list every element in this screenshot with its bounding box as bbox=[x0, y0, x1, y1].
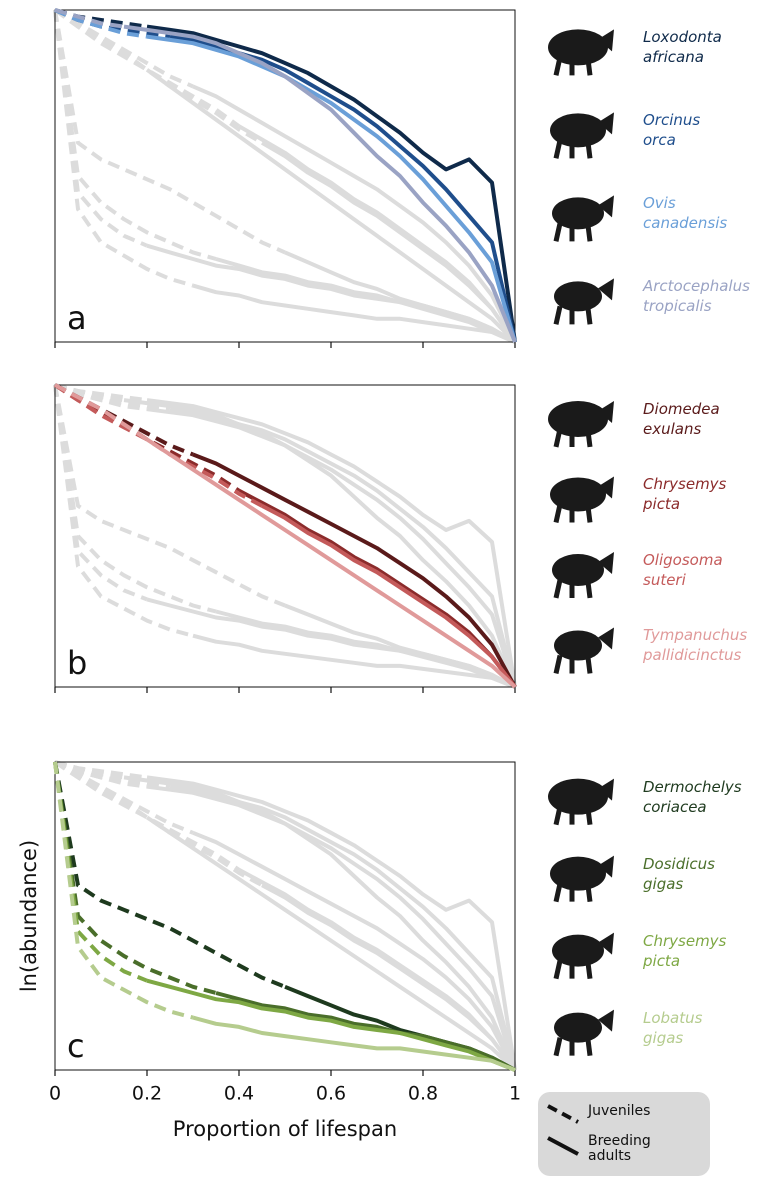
context-line-juvenile bbox=[55, 385, 216, 612]
species-name: Lobatus gigas bbox=[643, 1008, 702, 1048]
legend-adults: Breeding adults bbox=[588, 1134, 651, 1164]
species-name: Loxodonta africana bbox=[643, 27, 722, 67]
species-icon bbox=[548, 29, 614, 75]
x-tick-label: 0.2 bbox=[132, 1083, 162, 1105]
survival-line-juvenile bbox=[55, 762, 216, 993]
species-icon bbox=[550, 112, 614, 158]
species-name: Tympanuchus pallidicinctus bbox=[643, 625, 747, 665]
species-name: Chrysemys picta bbox=[643, 931, 726, 971]
context-line-juvenile bbox=[55, 762, 124, 777]
context-line-juvenile bbox=[55, 385, 124, 400]
x-axis-label: Proportion of lifespan bbox=[173, 1117, 397, 1141]
survival-line-juvenile bbox=[55, 762, 147, 981]
species-name: Oligosoma suteri bbox=[643, 550, 723, 590]
species-name: Dosidicus gigas bbox=[643, 854, 715, 894]
species-icon bbox=[552, 933, 614, 979]
species-name: Ovis canadensis bbox=[643, 193, 727, 233]
species-icon bbox=[550, 476, 614, 522]
x-tick-label: 0.4 bbox=[224, 1083, 254, 1105]
survival-line-juvenile bbox=[55, 10, 124, 27]
page: a b 0 0.2 0.4 0.6 0.8 1 c Proportion of lifespan l… bbox=[0, 0, 764, 1179]
species-name: Arctocephalus tropicalis bbox=[643, 276, 750, 316]
plot-frame bbox=[55, 10, 515, 342]
x-tick-label: 0.6 bbox=[316, 1083, 346, 1105]
x-tick-label: 0.8 bbox=[408, 1083, 438, 1105]
plot-frame bbox=[55, 385, 515, 687]
species-icon bbox=[550, 856, 614, 902]
species-icon bbox=[554, 627, 614, 673]
context-line-juvenile bbox=[55, 10, 216, 259]
context-line-juvenile bbox=[55, 385, 147, 599]
plot-frame bbox=[55, 762, 515, 1070]
x-tick-label: 1 bbox=[509, 1083, 521, 1105]
legend-juveniles: Juveniles bbox=[588, 1104, 650, 1119]
panel-label: c bbox=[67, 1027, 85, 1065]
species-icon bbox=[548, 401, 614, 447]
x-tick-label: 0 bbox=[49, 1083, 61, 1105]
species-icon bbox=[554, 1010, 614, 1056]
panel-label: b bbox=[67, 644, 87, 682]
species-name: Chrysemys picta bbox=[643, 474, 726, 514]
species-icon bbox=[552, 552, 614, 598]
y-axis-label: ln(abundance) bbox=[17, 840, 41, 992]
species-name: Diomedea exulans bbox=[643, 399, 720, 439]
panel-label: a bbox=[67, 299, 87, 337]
species-name: Dermochelys coriacea bbox=[643, 777, 742, 817]
species-icon bbox=[548, 779, 614, 825]
species-icon bbox=[552, 195, 614, 241]
species-icon bbox=[554, 278, 614, 324]
species-name: Orcinus orca bbox=[643, 110, 700, 150]
